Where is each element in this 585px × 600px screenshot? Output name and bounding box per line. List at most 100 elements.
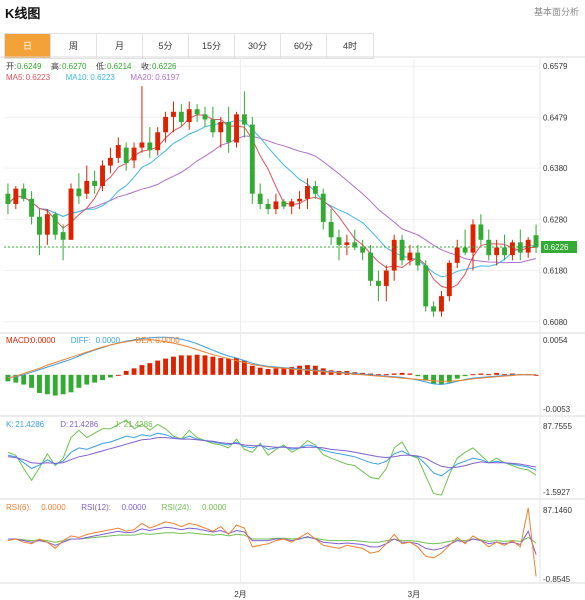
candle-body: [399, 239, 405, 261]
kdj-d-line: [7, 437, 537, 469]
macd-histogram-bar: [462, 374, 468, 377]
macd-histogram-bar: [68, 374, 74, 393]
macd-histogram-bar: [431, 374, 437, 384]
kdj-legend-value: 21.4286: [15, 420, 44, 429]
ma-legend-value: 0.6223: [90, 73, 115, 82]
candle-body: [155, 132, 161, 151]
candle-body: [407, 252, 413, 261]
candle-body: [37, 216, 42, 235]
macd-legend-label: DEA:: [136, 336, 155, 345]
tab-2[interactable]: 月: [97, 34, 143, 58]
kline-legend-value: 0.6270: [62, 62, 87, 71]
macd-histogram-bar: [368, 373, 373, 375]
macd-histogram-bar: [391, 373, 397, 375]
candle-body: [52, 214, 58, 235]
kdj-legend-label: D:: [60, 420, 68, 429]
macd-legend-label: MACD:: [6, 336, 32, 345]
kdj-legend-label: K:: [6, 420, 14, 429]
candle-body: [123, 147, 129, 163]
rsi-legend-value: 0.0000: [202, 503, 227, 512]
macd-histogram-bar: [423, 374, 429, 381]
candle-body: [305, 186, 310, 199]
ma-legend-label: MA10:: [66, 73, 89, 82]
macd-dif-line: [7, 336, 537, 386]
candle-body: [241, 114, 247, 125]
candle-body: [517, 242, 523, 253]
x-tick-label: 3月: [408, 590, 420, 599]
candle-body: [502, 247, 507, 256]
macd-histogram-bar: [202, 355, 208, 375]
current-price-badge: [541, 240, 577, 253]
kline-y-tick-label: 0.6280: [543, 215, 568, 224]
rsi-y-tick-label: 87.1460: [543, 506, 572, 515]
kdj-legend-value: 21.4286: [124, 420, 153, 429]
macd-histogram-bar: [383, 374, 389, 376]
candle-body: [478, 224, 484, 240]
tab-0[interactable]: 日: [5, 34, 51, 58]
macd-histogram-bar: [509, 373, 515, 375]
header: K线图 基本面分析: [0, 0, 585, 24]
macd-histogram-bar: [60, 374, 66, 395]
period-tabs: 日周月 5分 15分 30分 60分 4时: [4, 33, 374, 59]
candle-body: [533, 235, 539, 247]
candle-body: [107, 157, 113, 166]
kline-y-tick-label: 0.6180: [543, 267, 568, 276]
macd-y-tick-label: 0.0054: [543, 336, 568, 345]
macd-histogram-bar: [486, 374, 492, 376]
tab-7[interactable]: 4时: [342, 41, 357, 51]
rsi-y-tick-label: -0.8545: [543, 575, 571, 584]
kdj-y-tick-label: 87.7555: [543, 422, 572, 431]
kline-legend-label: 开:: [6, 62, 16, 71]
macd-histogram-bar: [107, 374, 113, 378]
fundamental-analysis-link[interactable]: 基本面分析: [533, 7, 579, 17]
candle-body: [171, 111, 176, 117]
rsi-legend-label: RSI(12):: [81, 503, 111, 512]
kline-y-tick-label: 0.6080: [543, 318, 568, 327]
candle-body: [439, 296, 444, 312]
candle-body: [415, 252, 421, 266]
macd-histogram-bar: [194, 354, 200, 375]
candle-body: [336, 237, 342, 245]
macd-legend-value: 0.0000: [96, 336, 121, 345]
macd-histogram-bar: [399, 372, 405, 375]
ma-legend-value: 0.6223: [26, 73, 51, 82]
macd-histogram-bar: [44, 374, 50, 395]
tab-1[interactable]: 周: [51, 34, 97, 58]
macd-histogram-bar: [297, 365, 303, 375]
macd-histogram-bar: [76, 374, 82, 388]
candle-body: [131, 147, 137, 161]
macd-histogram-bar: [29, 374, 35, 388]
macd-histogram-bar: [92, 374, 98, 383]
macd-histogram-bar: [375, 374, 381, 376]
macd-histogram-bar: [155, 360, 161, 375]
macd-histogram-bar: [52, 374, 58, 396]
candle-body: [115, 145, 121, 158]
macd-histogram-bar: [273, 368, 279, 375]
macd-histogram-bar: [226, 358, 232, 375]
candle-body: [486, 239, 492, 256]
tab-3[interactable]: 5分: [143, 34, 189, 58]
kline-legend-value: 0.6226: [152, 62, 177, 71]
macd-histogram-bar: [494, 372, 500, 375]
macd-y-tick-label: -0.0053: [543, 405, 571, 414]
kdj-j-line: [7, 419, 537, 496]
candle-body: [494, 247, 500, 256]
macd-histogram-bar: [147, 363, 153, 375]
kdj-legend-label: J:: [114, 420, 120, 429]
tab-5[interactable]: 30分: [235, 34, 281, 58]
tab-4[interactable]: 15分: [189, 34, 235, 58]
tab-6[interactable]: 60分: [281, 34, 327, 58]
ma-legend-label: MA20:: [130, 73, 153, 82]
macd-histogram-bar: [21, 374, 27, 385]
macd-histogram-bar: [502, 374, 507, 376]
ma-legend-value: 0.6197: [155, 73, 180, 82]
macd-histogram-bar: [210, 356, 216, 375]
candle-body: [68, 188, 74, 240]
macd-histogram-bar: [186, 355, 192, 375]
candle-body: [226, 122, 232, 143]
macd-histogram-bar: [13, 374, 19, 383]
candle-body: [178, 111, 184, 123]
candle-body: [84, 180, 90, 194]
rsi-legend-value: 0.0000: [122, 503, 147, 512]
